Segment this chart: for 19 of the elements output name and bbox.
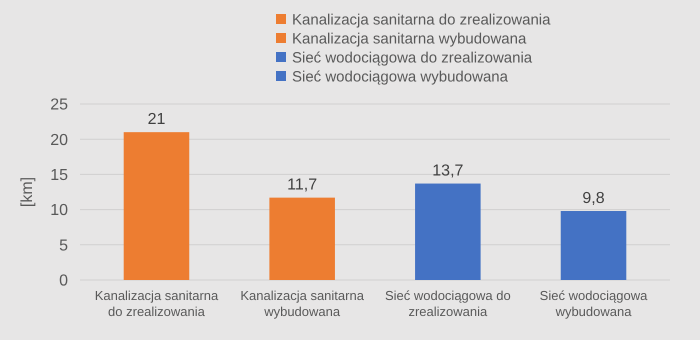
legend-label: Kanalizacja sanitarna do zrealizowania [292, 11, 552, 28]
data-label: 9,8 [582, 190, 605, 208]
data-label: 11,7 [287, 176, 318, 194]
y-tick-label: 25 [50, 96, 68, 114]
y-tick-label: 5 [59, 237, 68, 254]
y-tick-label: 0 [59, 272, 68, 290]
legend-label: Sieć wodociągowa wybudowana [292, 68, 509, 86]
data-label: 13,7 [432, 162, 464, 180]
legend-label: Kanalizacja sanitarna wybudowana [292, 30, 527, 48]
data-label: 21 [148, 111, 166, 128]
y-tick-label: 15 [50, 167, 68, 184]
y-tick-label: 10 [50, 202, 68, 220]
x-tick-label: Sieć wodociągowa wybudowana [540, 288, 648, 319]
y-axis-title: [km] [19, 176, 36, 208]
y-tick-label: 20 [50, 132, 68, 149]
x-tick-label: Kanalizacja sanitarna do zrealizowania [94, 288, 220, 319]
legend-label: Sieć wodociągowa do zrealizowania [292, 49, 533, 66]
x-tick-label: Sieć wodociągowa do zrealizowania [384, 288, 511, 319]
x-tick-label: Kanalizacja sanitarna wybudowana [240, 288, 365, 319]
